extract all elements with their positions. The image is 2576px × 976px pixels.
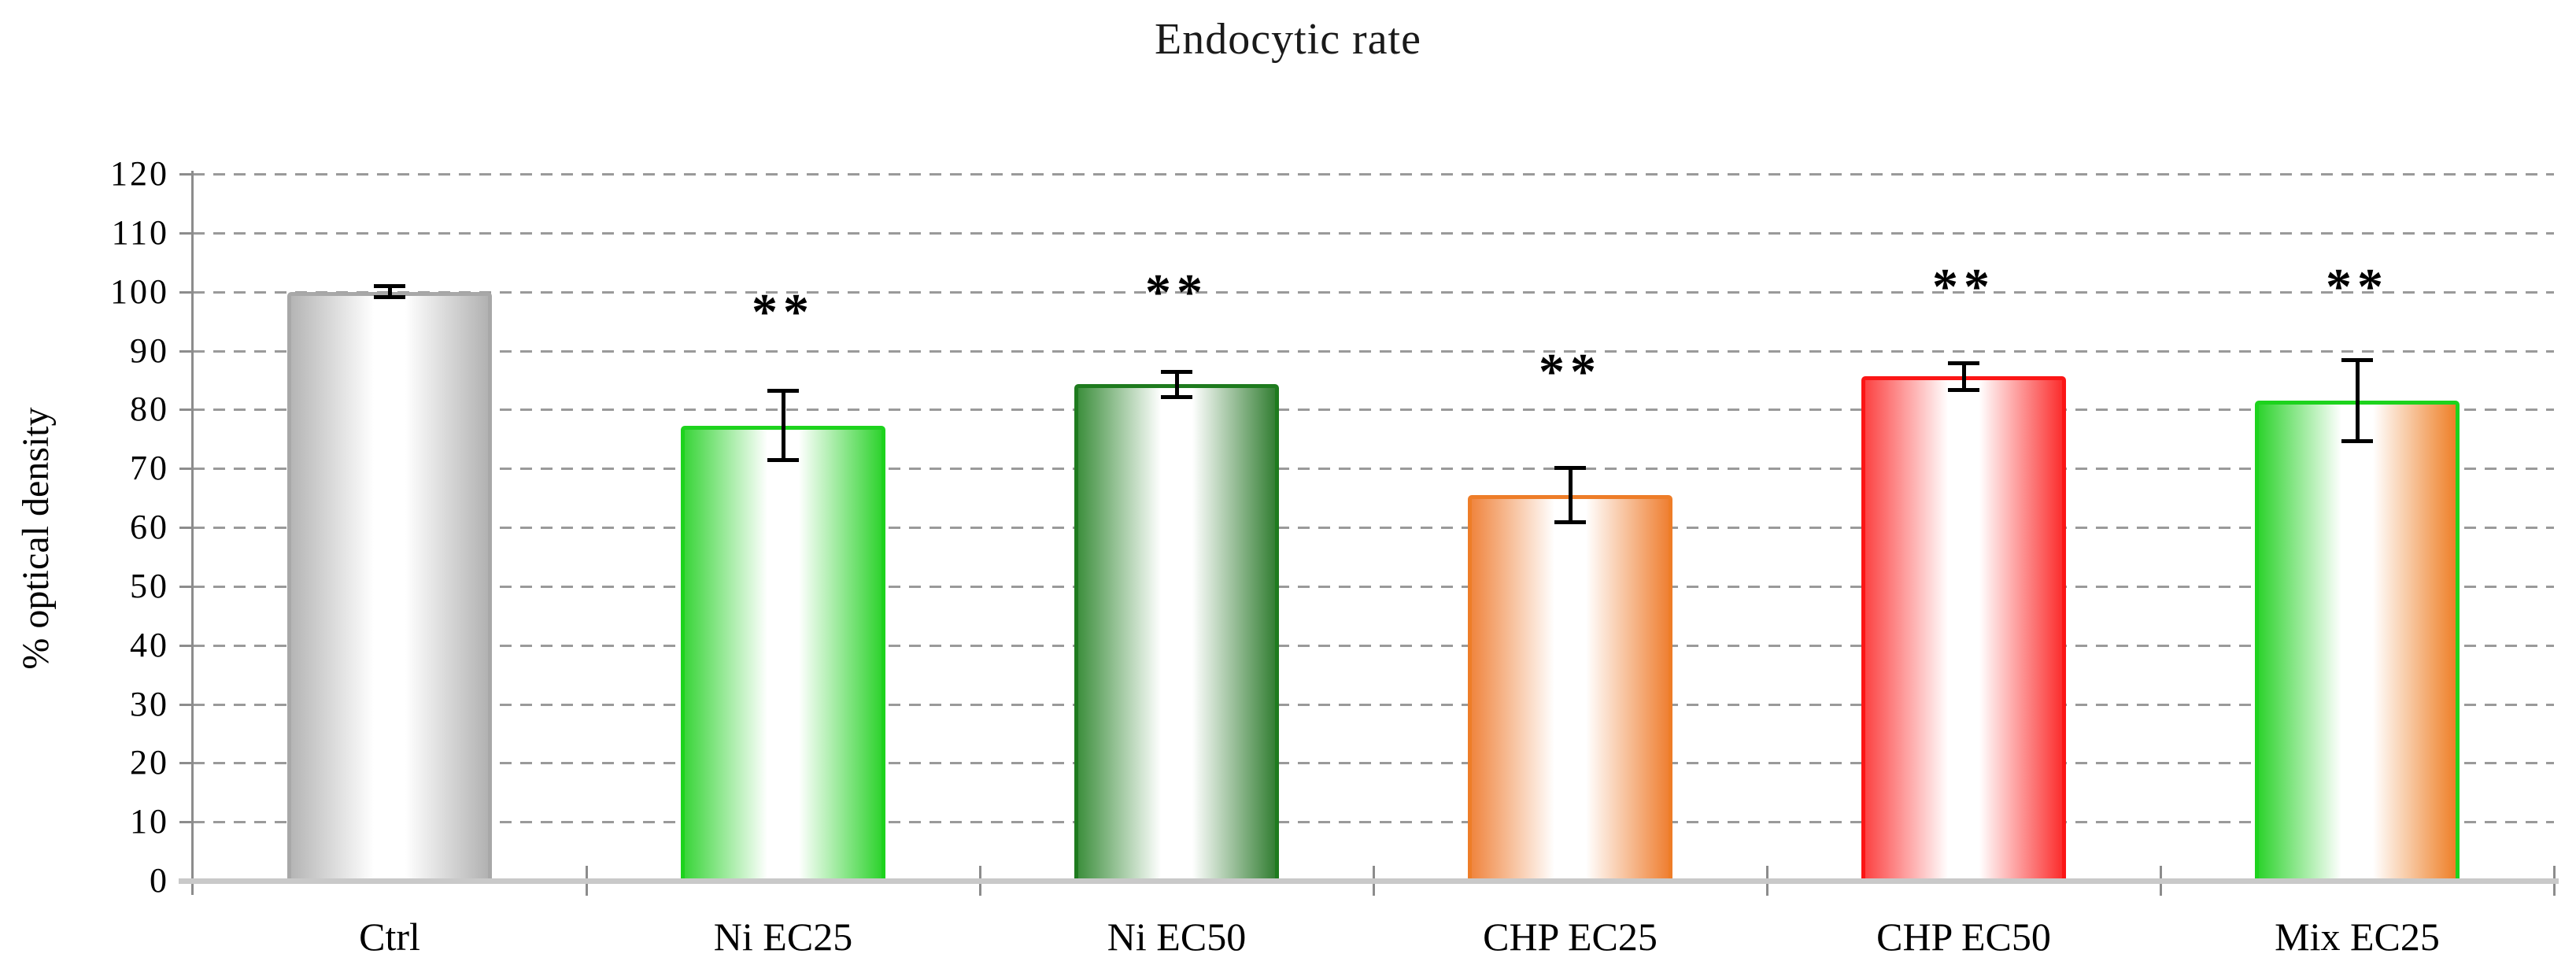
- error-bar-line-6: [2355, 359, 2360, 442]
- x-category-label-chp-ec50: CHP EC50: [1876, 915, 2051, 959]
- significance-marker-3: **: [1145, 264, 1208, 322]
- y-tick-label-100: 100: [110, 272, 169, 311]
- y-axis-tick-30: [179, 703, 193, 706]
- significance-marker-2: **: [752, 283, 815, 341]
- y-axis-tick-20: [179, 762, 193, 765]
- error-bar-line-1: [387, 286, 392, 298]
- gridline-120: [193, 173, 2554, 176]
- y-axis-tick-40: [179, 644, 193, 647]
- gridline-50: [193, 585, 2554, 588]
- error-bar-cap-bottom-2: [767, 458, 799, 463]
- error-bar-line-4: [1568, 467, 1573, 523]
- y-axis-tick-50: [179, 585, 193, 588]
- x-category-label-ctrl: Ctrl: [359, 915, 420, 959]
- y-tick-label-30: 30: [130, 684, 169, 723]
- y-tick-label-20: 20: [130, 743, 169, 782]
- bar-chp-ec50: [1861, 376, 2066, 884]
- bar-mix-ec25: [2255, 401, 2460, 884]
- gridline-10: [193, 821, 2554, 824]
- y-tick-label-70: 70: [130, 449, 169, 488]
- gridline-70: [193, 468, 2554, 471]
- y-axis-line: [191, 171, 194, 895]
- error-bar-cap-top-4: [1554, 465, 1586, 470]
- y-axis-tick-90: [179, 349, 193, 353]
- y-axis-tick-110: [179, 231, 193, 235]
- bar-ni-ec25: [681, 425, 885, 884]
- error-bar-cap-bottom-4: [1554, 520, 1586, 524]
- gridline-80: [193, 409, 2554, 412]
- gridline-40: [193, 644, 2554, 647]
- gridline-20: [193, 762, 2554, 765]
- bar-ctrl: [287, 291, 492, 884]
- y-tick-label-120: 120: [110, 154, 169, 193]
- bar-ni-ec50: [1074, 384, 1279, 884]
- y-tick-label-10: 10: [130, 802, 169, 841]
- x-axis-baseline: [179, 878, 2559, 884]
- error-bar-cap-top-2: [767, 388, 799, 393]
- x-category-label-ni-ec50: Ni EC50: [1107, 915, 1247, 959]
- gridline-110: [193, 231, 2554, 235]
- x-category-label-chp-ec25: CHP EC25: [1483, 915, 1658, 959]
- y-axis-tick-80: [179, 409, 193, 412]
- x-category-label-mix-ec25: Mix EC25: [2275, 915, 2440, 959]
- chart-title: Endocytic rate: [1155, 15, 1421, 64]
- error-bar-cap-bottom-5: [1948, 387, 1979, 392]
- error-bar-line-3: [1174, 371, 1179, 397]
- error-bar-line-2: [781, 390, 785, 461]
- x-category-label-ni-ec25: Ni EC25: [713, 915, 853, 959]
- error-bar-cap-bottom-1: [374, 295, 405, 300]
- gridline-90: [193, 349, 2554, 353]
- y-axis-tick-100: [179, 290, 193, 294]
- y-tick-label-0: 0: [150, 861, 169, 900]
- gridline-30: [193, 703, 2554, 706]
- y-axis-tick-10: [179, 821, 193, 824]
- y-axis-tick-70: [179, 468, 193, 471]
- y-tick-label-50: 50: [130, 566, 169, 605]
- error-bar-cap-bottom-6: [2341, 439, 2373, 444]
- significance-marker-4: **: [1539, 343, 1602, 401]
- y-tick-label-60: 60: [130, 508, 169, 546]
- y-tick-label-40: 40: [130, 625, 169, 664]
- error-bar-cap-bottom-3: [1161, 394, 1192, 399]
- y-tick-label-90: 90: [130, 331, 169, 370]
- gridline-100: [193, 290, 2554, 294]
- error-bar-cap-top-1: [374, 284, 405, 289]
- error-bar-cap-top-3: [1161, 369, 1192, 374]
- y-axis-tick-60: [179, 527, 193, 529]
- significance-marker-6: **: [2326, 257, 2389, 316]
- error-bar-cap-top-5: [1948, 361, 1979, 366]
- y-tick-label-110: 110: [111, 213, 169, 252]
- significance-marker-5: **: [1932, 257, 1995, 316]
- y-axis-tick-120: [179, 173, 193, 176]
- gridline-60: [193, 527, 2554, 529]
- y-tick-label-80: 80: [130, 390, 169, 429]
- bar-chp-ec25: [1468, 494, 1672, 884]
- error-bar-cap-top-6: [2341, 357, 2373, 362]
- error-bar-line-5: [1961, 363, 1966, 390]
